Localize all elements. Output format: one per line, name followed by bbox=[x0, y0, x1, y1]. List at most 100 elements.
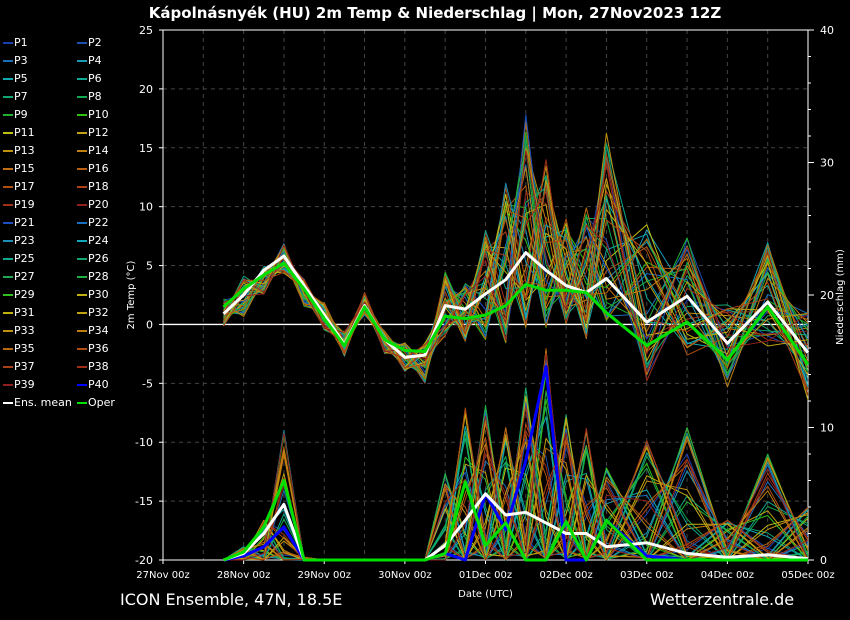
legend-label: P30 bbox=[88, 288, 109, 301]
legend-item: P23 bbox=[3, 234, 35, 247]
legend-label: P10 bbox=[88, 108, 109, 121]
legend-label: P31 bbox=[14, 306, 35, 319]
legend-swatch bbox=[77, 95, 87, 98]
x-tick-label: 29Nov 00z bbox=[298, 570, 351, 581]
legend-item: P15 bbox=[3, 162, 35, 175]
model-label: ICON Ensemble, 47N, 18.5E bbox=[120, 590, 343, 609]
legend-item: P16 bbox=[77, 162, 109, 175]
legend-item: P29 bbox=[3, 288, 35, 301]
legend-swatch bbox=[3, 131, 13, 134]
x-tick-label: 28Nov 00z bbox=[217, 570, 270, 581]
y2-tick-label: 30 bbox=[820, 157, 834, 170]
legend-item: P8 bbox=[77, 90, 102, 103]
legend-label: P38 bbox=[88, 360, 109, 373]
legend-swatch bbox=[77, 275, 87, 278]
legend-item: P1 bbox=[3, 36, 28, 49]
x-tick-label: 04Dec 00z bbox=[701, 570, 754, 581]
legend-swatch bbox=[3, 347, 13, 350]
legend-swatch bbox=[77, 329, 87, 332]
legend-label: P37 bbox=[14, 360, 35, 373]
y-tick-label: 5 bbox=[146, 260, 153, 273]
legend-swatch bbox=[77, 59, 87, 62]
legend-label: P27 bbox=[14, 270, 35, 283]
legend-item: P27 bbox=[3, 270, 35, 283]
y-tick-label: -5 bbox=[142, 377, 153, 390]
legend-item: P19 bbox=[3, 198, 35, 211]
legend-item: P26 bbox=[77, 252, 109, 265]
legend-label: P7 bbox=[14, 90, 28, 103]
legend-swatch bbox=[3, 185, 13, 188]
legend-label: P26 bbox=[88, 252, 109, 265]
y-tick-label: -20 bbox=[135, 554, 153, 567]
legend-item: P22 bbox=[77, 216, 109, 229]
legend-item: P6 bbox=[77, 72, 102, 85]
y-tick-label: 20 bbox=[139, 83, 153, 96]
y2-axis-label: Niederschlag (mm) bbox=[835, 249, 846, 345]
legend-swatch bbox=[77, 113, 87, 116]
y-tick-label: 0 bbox=[146, 318, 153, 331]
legend-label: P15 bbox=[14, 162, 35, 175]
legend-swatch bbox=[3, 221, 13, 224]
legend-label: P21 bbox=[14, 216, 35, 229]
legend-swatch bbox=[3, 203, 13, 206]
legend-swatch bbox=[77, 41, 87, 44]
legend-label: P13 bbox=[14, 144, 35, 157]
legend-item: P5 bbox=[3, 72, 28, 85]
legend-label: P3 bbox=[14, 54, 28, 67]
member-temp-line bbox=[223, 209, 809, 379]
legend-swatch bbox=[77, 221, 87, 224]
legend-swatch bbox=[3, 311, 13, 314]
legend-label: P36 bbox=[88, 342, 109, 355]
legend-label: P2 bbox=[88, 36, 102, 49]
legend-item: P24 bbox=[77, 234, 109, 247]
legend-swatch bbox=[3, 275, 13, 278]
legend-item: P10 bbox=[77, 108, 109, 121]
legend-label: P25 bbox=[14, 252, 35, 265]
y-tick-label: 15 bbox=[139, 142, 153, 155]
legend-label: P14 bbox=[88, 144, 109, 157]
legend-item: P31 bbox=[3, 306, 35, 319]
y2-tick-label: 40 bbox=[820, 24, 834, 37]
legend-item: P32 bbox=[77, 306, 109, 319]
legend-item: P25 bbox=[3, 252, 35, 265]
legend-swatch bbox=[3, 95, 13, 98]
legend-swatch bbox=[3, 329, 13, 332]
oper-temp-line bbox=[222, 261, 810, 366]
member-temp-line bbox=[223, 145, 809, 382]
legend-item: P4 bbox=[77, 54, 102, 67]
legend-swatch bbox=[77, 203, 87, 206]
legend-item: P39 bbox=[3, 378, 35, 391]
y2-tick-label: 10 bbox=[820, 422, 834, 435]
legend-label: P6 bbox=[88, 72, 102, 85]
legend-swatch bbox=[77, 383, 87, 386]
member-temp-line bbox=[223, 164, 809, 383]
legend-label: P33 bbox=[14, 324, 35, 337]
member-temp-line bbox=[223, 185, 809, 384]
legend-swatch bbox=[77, 293, 87, 296]
legend-swatch bbox=[77, 365, 87, 368]
legend-swatch bbox=[77, 167, 87, 170]
x-axis-label: Date (UTC) bbox=[458, 589, 513, 600]
oper-precip-line bbox=[222, 479, 808, 562]
legend-item: P37 bbox=[3, 360, 35, 373]
legend-label: P28 bbox=[88, 270, 109, 283]
y-tick-label: 25 bbox=[139, 24, 153, 37]
legend-swatch bbox=[77, 239, 87, 242]
legend-item: P33 bbox=[3, 324, 35, 337]
legend-item: P20 bbox=[77, 198, 109, 211]
y2-tick-label: 20 bbox=[820, 289, 834, 302]
legend-swatch bbox=[77, 401, 87, 404]
legend-item: P17 bbox=[3, 180, 35, 193]
legend-label: Oper bbox=[88, 396, 115, 409]
x-tick-label: 30Nov 00z bbox=[378, 570, 431, 581]
legend-item: P18 bbox=[77, 180, 109, 193]
legend-swatch bbox=[3, 239, 13, 242]
legend-label: P34 bbox=[88, 324, 109, 337]
source-label: Wetterzentrale.de bbox=[650, 590, 795, 609]
y-axis-label: 2m Temp (°C) bbox=[126, 260, 137, 329]
legend-item: P14 bbox=[77, 144, 109, 157]
legend-item: P13 bbox=[3, 144, 35, 157]
legend-label: P20 bbox=[88, 198, 109, 211]
legend-swatch bbox=[3, 167, 13, 170]
legend-swatch bbox=[3, 113, 13, 116]
